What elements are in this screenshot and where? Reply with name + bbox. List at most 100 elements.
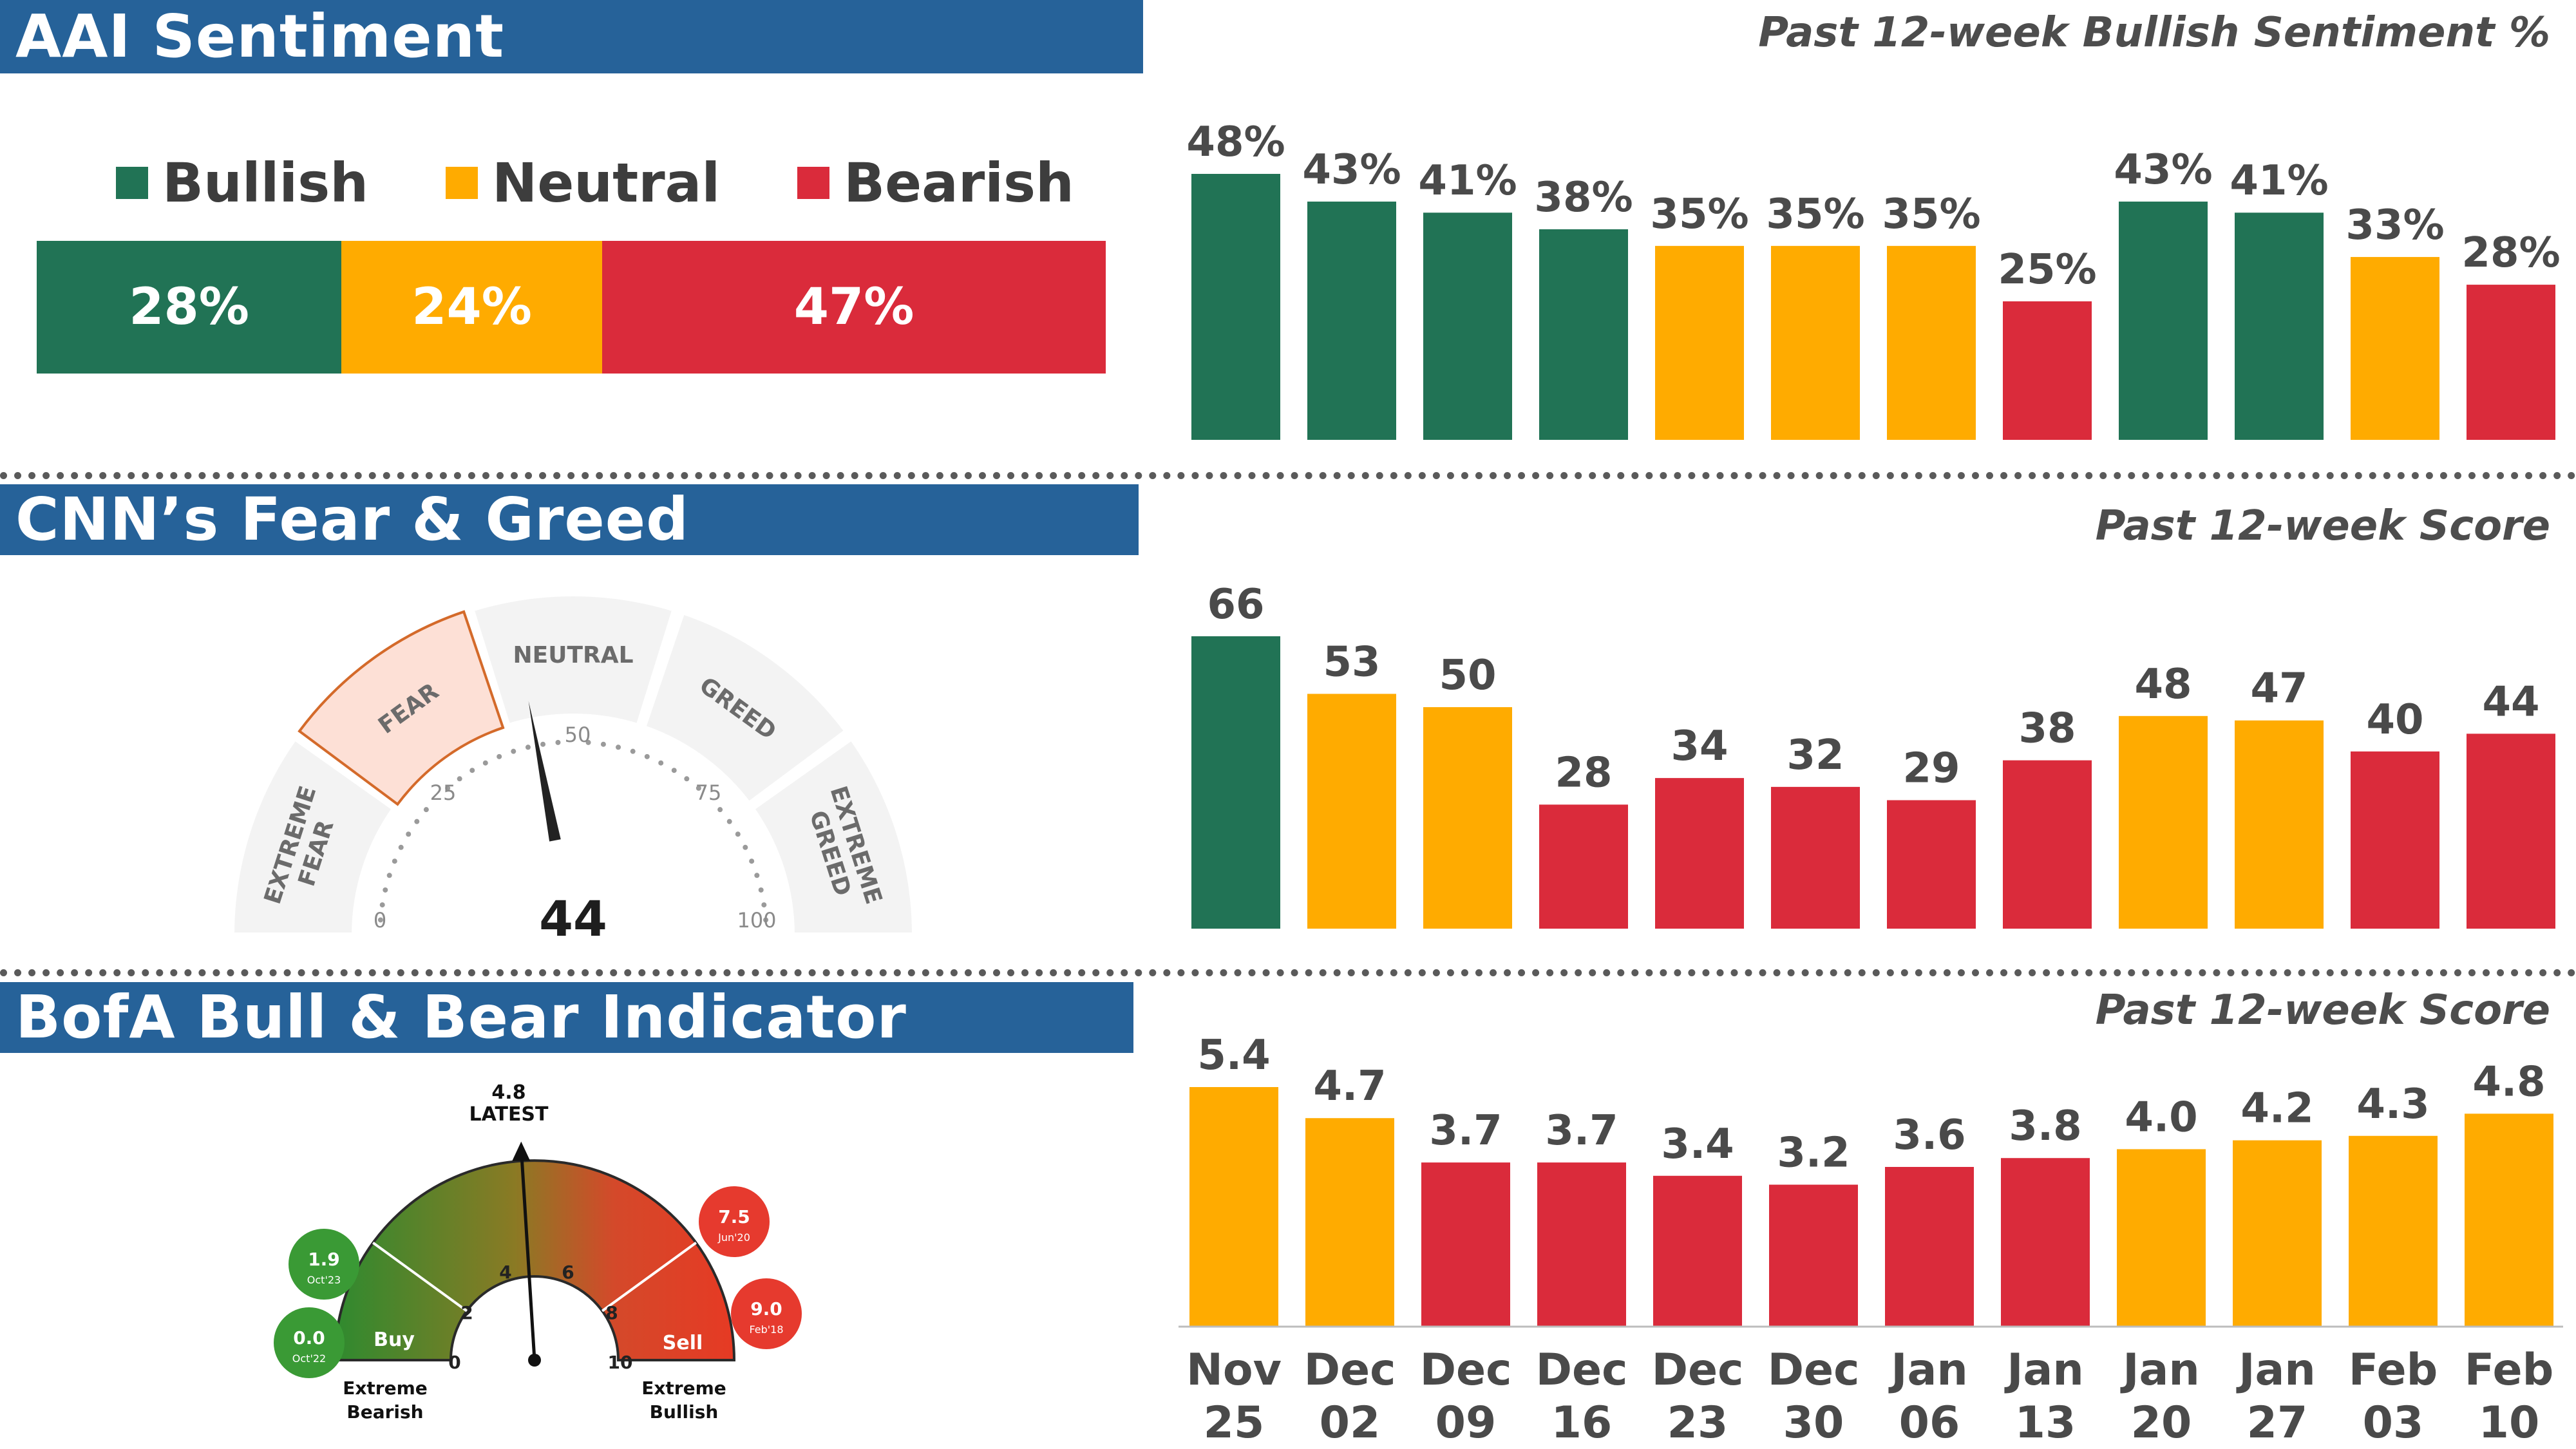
bar-value-label: 32 [1786,732,1844,779]
bar-value-label: 38% [1534,174,1633,222]
bar [1771,245,1860,440]
bar-value-label: 35% [1882,191,1980,238]
bar-value-label: 43% [1302,146,1401,194]
aai-legend: Bullish Neutral Bearish [116,151,1074,214]
bar [2119,715,2208,929]
bar-value-label: 48% [1186,118,1285,166]
bar [1655,245,1744,440]
bar [2465,1113,2553,1327]
bar [2003,301,2092,440]
bar [1307,202,1396,440]
bar [2119,202,2208,440]
bar-value-label: 3.6 [1893,1112,1965,1159]
bar-value-label: 3.7 [1545,1107,1618,1155]
x-tick-label-month: Feb [2465,1345,2554,1396]
bar [1307,694,1396,929]
x-tick-label-day: 02 [1320,1397,1381,1448]
x-tick-label-month: Jan [2004,1345,2084,1396]
bar-value-label: 33% [2345,202,2444,249]
bar-chart-1: 66 53 50 28 34 32 29 38 48 47 40 44 [1191,581,2555,929]
bar-value-label: 5.4 [1197,1032,1270,1079]
x-tick-label-month: Jan [1888,1345,1968,1396]
bar-chart-2: 5.44.73.7 3.7 3.4 3.2 3.6 3.8 4.0 4.2 4.3 4.8Nov2… [1179,1032,2563,1448]
bar [1423,707,1512,929]
breakdown-segment-2: 47% [602,241,1106,374]
x-tick-label-month: Dec [1304,1345,1396,1396]
bar-value-label: 38 [2018,705,2076,753]
bar [1887,800,1976,929]
bar-value-label: 3.4 [1661,1121,1734,1168]
x-tick-label-day: 13 [2015,1397,2076,1448]
bar [2233,1140,2322,1327]
x-tick-label-day: 03 [2363,1397,2424,1448]
bar [2351,257,2439,440]
bar-value-label: 48 [2134,661,2192,708]
bofa-title-banner: BofA Bull & Bear Indicator [0,982,1133,1053]
x-tick-label-month: Dec [1652,1345,1744,1396]
legend-swatch-bullish [116,167,148,199]
x-tick-label-day: 16 [1551,1397,1613,1448]
bar-value-label: 35% [1650,191,1748,238]
bar [1421,1162,1510,1327]
aai-breakdown-bar: 28% 24% 47% [37,241,1106,374]
bar-value-label: 4.0 [2125,1094,2197,1141]
bar-value-label: 3.2 [1777,1130,1850,1177]
bar [2467,734,2555,929]
bar-value-label: 35% [1766,191,1864,238]
breakdown-segment-0: 28% [37,241,342,374]
bar [1305,1118,1394,1327]
x-tick-label-day: 06 [1899,1397,1960,1448]
cnn-title: CNN’s Fear & Greed [15,485,690,554]
bar-value-label: 41% [2230,157,2328,205]
x-tick-label-month: Dec [1536,1345,1628,1396]
legend-swatch-bearish [797,167,830,199]
bar-value-label: 4.8 [2472,1058,2545,1106]
bar [2003,760,2092,929]
legend-label-bullish: Bullish [162,151,369,214]
x-tick-label-month: Dec [1768,1345,1860,1396]
bar [1423,213,1512,440]
legend-swatch-neutral [446,167,478,199]
x-tick-label-month: Jan [2120,1345,2200,1396]
bar-value-label: 25% [1998,246,2096,294]
x-tick-label-day: 30 [1783,1397,1844,1448]
x-tick-label-month: Jan [2236,1345,2316,1396]
aai-title: AAI Sentiment [15,2,505,71]
x-tick-label-day: 10 [2479,1397,2540,1448]
bar [2235,720,2324,929]
bar-value-label: 41% [1418,157,1517,205]
bar-value-label: 50 [1439,652,1496,699]
bar [1887,245,1976,440]
bar [1539,229,1628,440]
bar [1885,1167,1974,1327]
aai-title-banner: AAI Sentiment [0,0,1143,73]
bar [1539,804,1628,929]
bar [1769,1184,1858,1327]
breakdown-segment-1: 24% [341,241,603,374]
bar-value-label: 40 [2366,696,2423,744]
legend-label-bearish: Bearish [844,151,1074,214]
section-divider-2 [0,969,2576,976]
x-tick-label-month: Feb [2349,1345,2438,1396]
bar [1537,1162,1626,1327]
bar [2467,285,2555,440]
bar-chart-0: 48% 43% 41% 38% 35% 35% 35% 25% 43% 41% 33% 28% [1186,118,2561,440]
legend-item-bearish: Bearish [797,151,1074,214]
bar [2349,1135,2438,1327]
bar-value-label: 4.3 [2356,1081,2429,1128]
bar [2117,1149,2206,1327]
x-tick-label-day: 20 [2131,1397,2192,1448]
bar-value-label: 66 [1207,581,1264,629]
x-tick-label-day: 27 [2247,1397,2308,1448]
bar-value-label: 47 [2250,665,2307,713]
aai-chart-subtitle: Past 12-week Bullish Sentiment % [1758,9,2550,57]
bar-value-label: 28 [1555,749,1612,797]
bar [1655,778,1744,929]
bar-value-label: 3.7 [1429,1107,1502,1155]
bofa-chart-subtitle: Past 12-week Score [2095,987,2550,1034]
x-tick-label-month: Nov [1186,1345,1282,1396]
bar [1771,786,1860,929]
bar [1191,636,1280,929]
cnn-chart-subtitle: Past 12-week Score [2095,502,2550,550]
